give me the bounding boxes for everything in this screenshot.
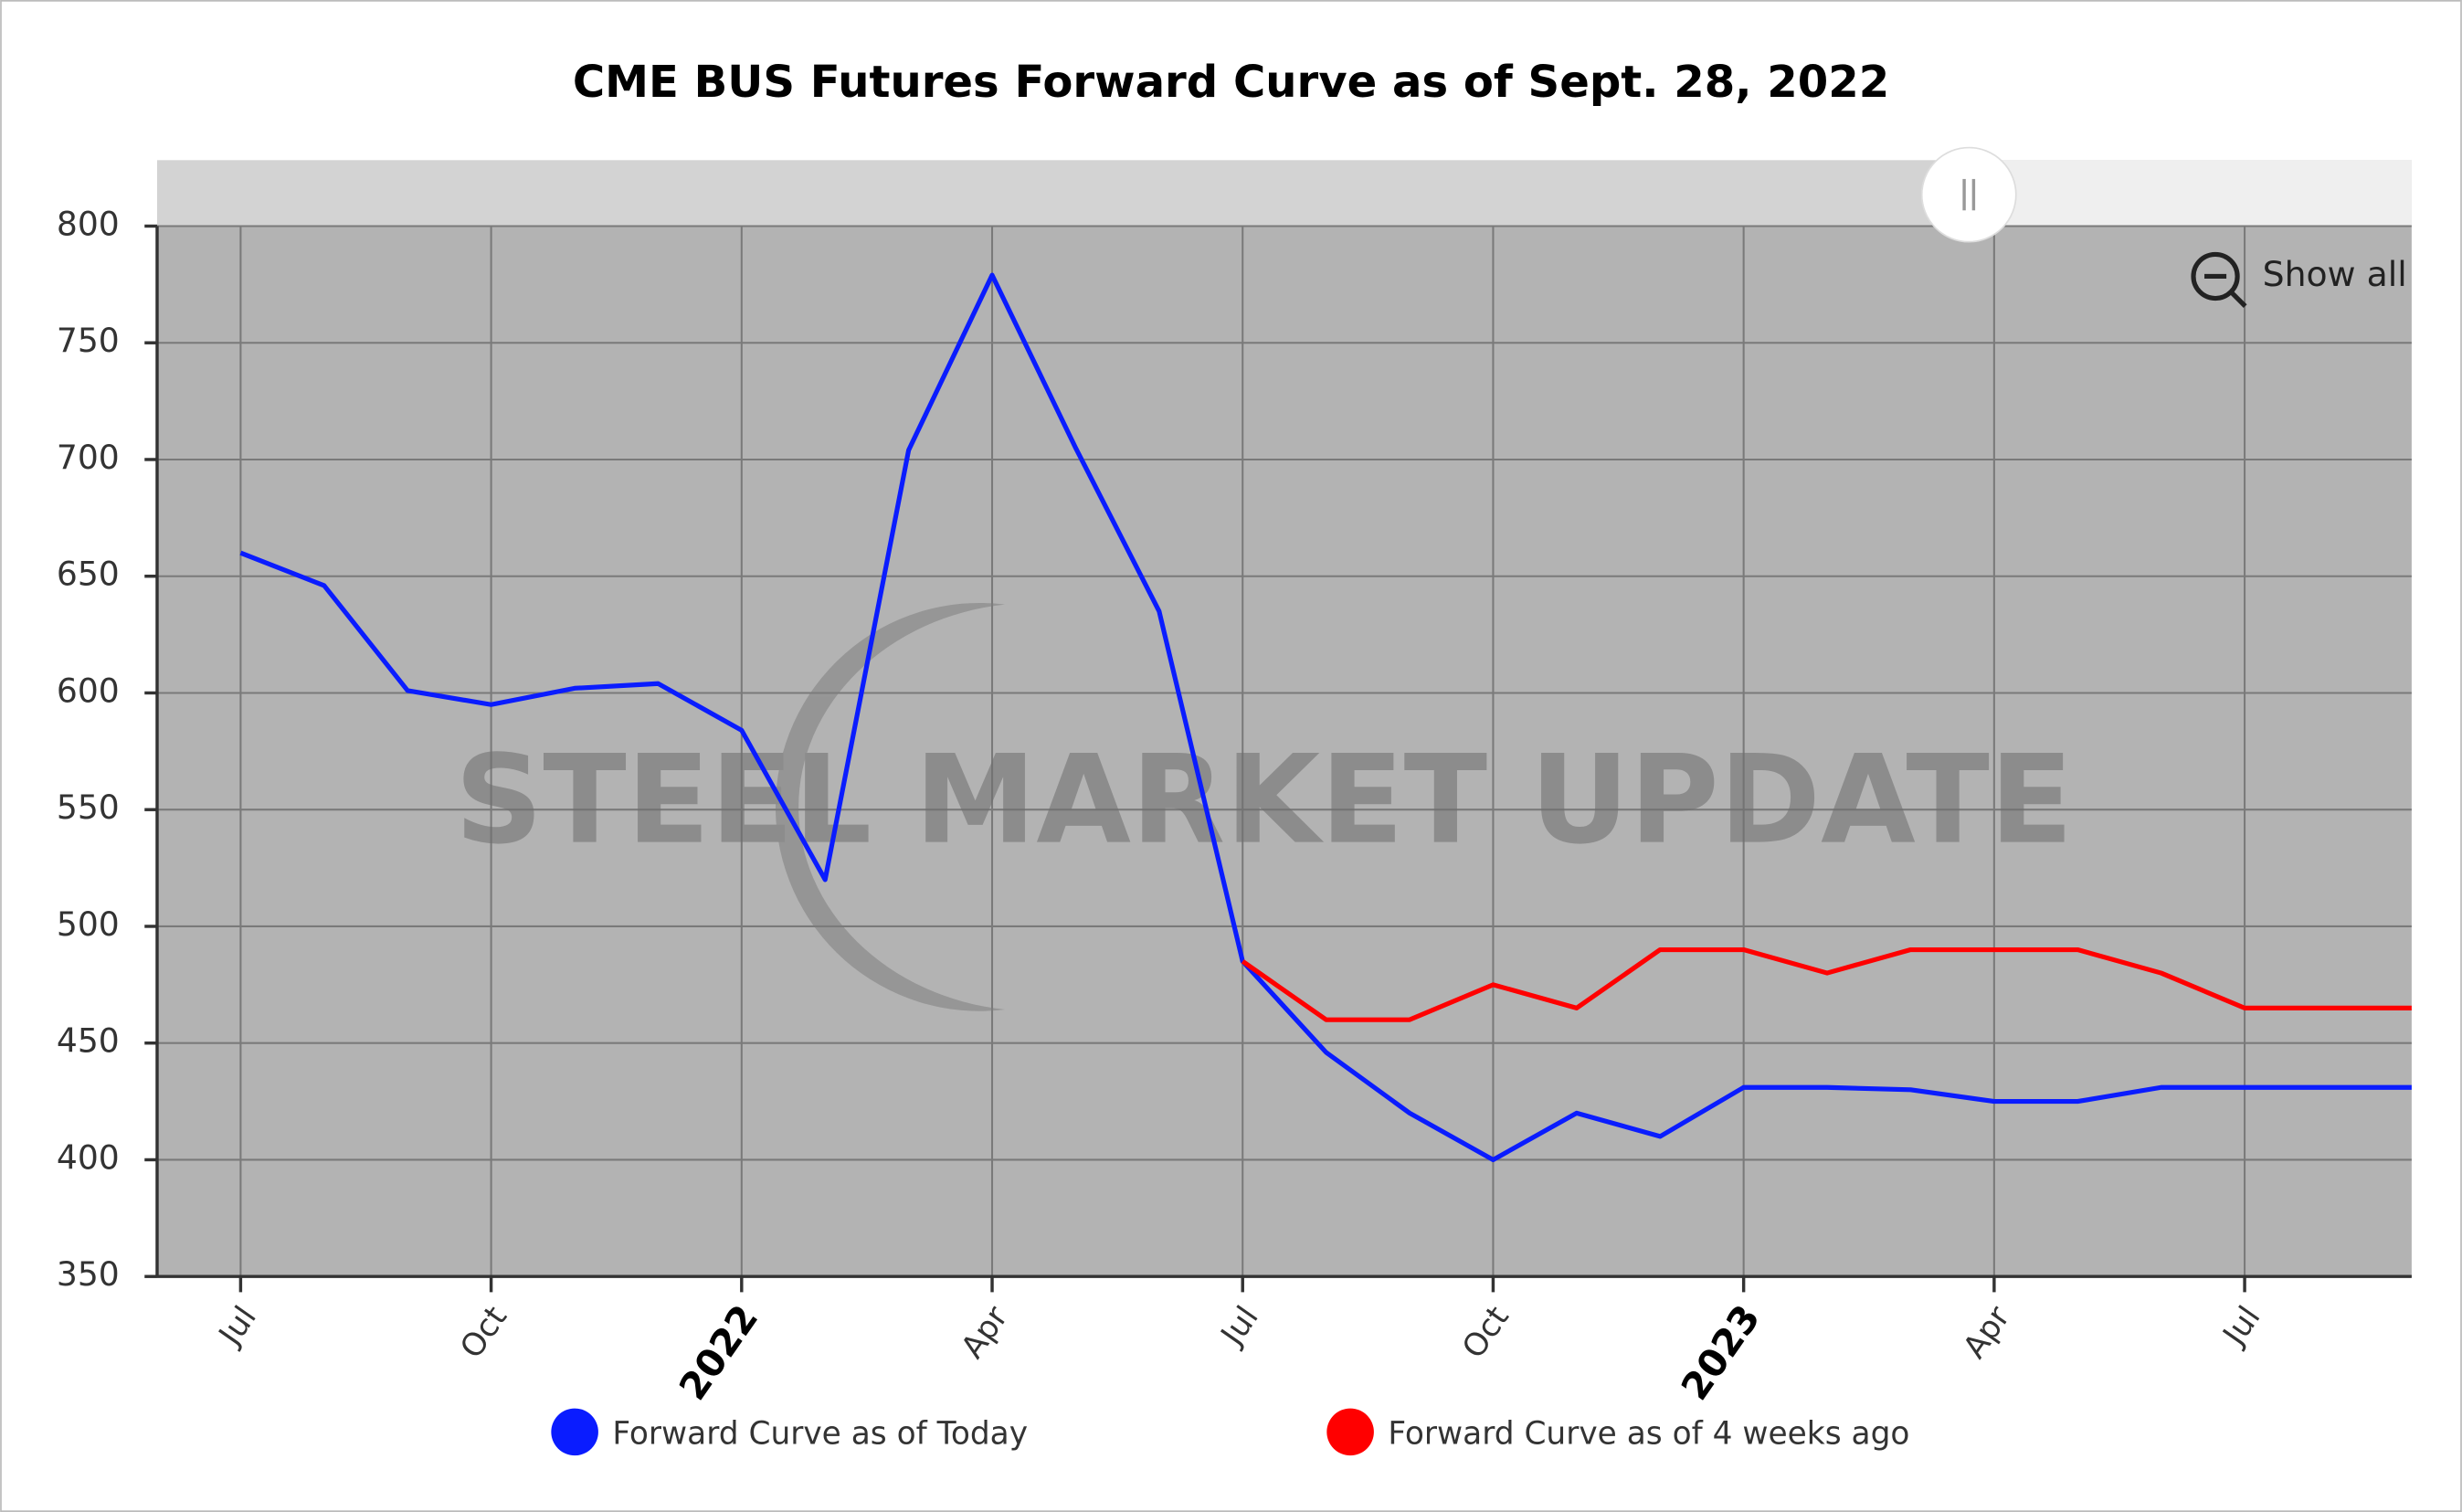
y-tick-label: 750 (57, 322, 120, 360)
zoom-icon (2191, 251, 2240, 301)
lines (239, 272, 2412, 1163)
scroller-handle[interactable] (1920, 146, 2017, 243)
y-tick-label: 800 (57, 205, 120, 243)
scroller-rest (1969, 160, 2412, 227)
y-tick-label: 450 (57, 1022, 120, 1061)
chart-title: CME BUS Futures Forward Curve as of Sept… (573, 57, 1889, 108)
legend-marker[interactable] (1326, 1408, 1374, 1456)
legend-label[interactable]: Forward Curve as of Today (612, 1415, 1028, 1452)
watermark-text: STEEL MARKET UPDATE (455, 729, 2074, 872)
legend-marker[interactable] (551, 1408, 598, 1456)
show-all-label[interactable]: Show all (2263, 254, 2407, 294)
legend-label[interactable]: Forward Curve as of 4 weeks ago (1388, 1415, 1909, 1452)
y-tick-label: 700 (57, 439, 120, 477)
y-tick-label: 400 (57, 1138, 120, 1177)
zoom-icon-handle (2229, 290, 2247, 308)
watermark: STEEL MARKET UPDATE (455, 602, 2074, 1011)
show-all-button[interactable]: Show all (2191, 251, 2407, 308)
y-tick-label: 550 (57, 788, 120, 827)
y-tick-label: 350 (57, 1255, 120, 1294)
series-line (1241, 946, 2412, 1022)
y-tick-label: 500 (57, 905, 120, 944)
legend: Forward Curve as of Today Forward Curve a… (551, 1408, 1909, 1456)
y-tick-label: 650 (57, 555, 120, 594)
y-tick-label: 600 (57, 671, 120, 710)
series-line (239, 272, 2412, 1163)
